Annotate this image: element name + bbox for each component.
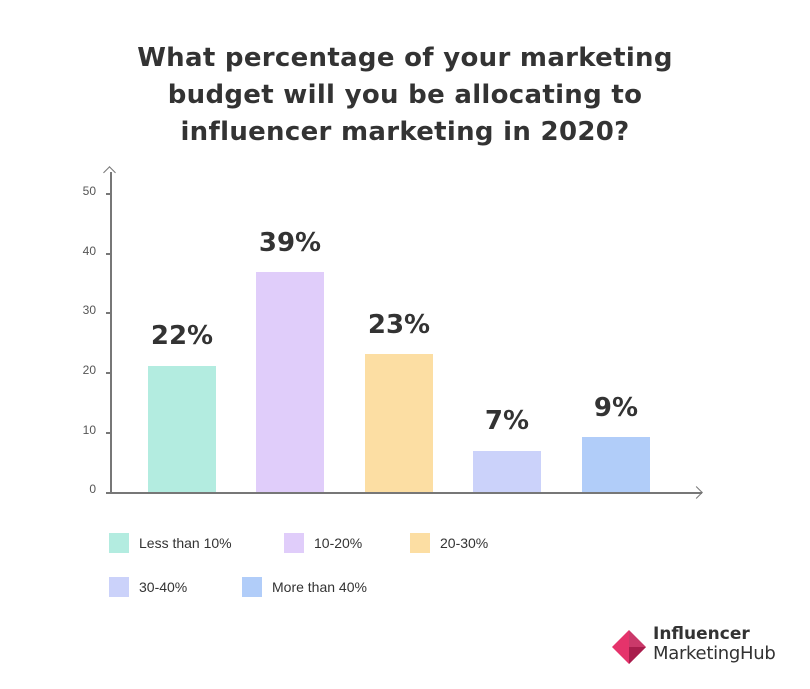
y-tick-label: 30 (82, 303, 96, 317)
y-axis-arrow-icon (103, 166, 116, 179)
x-axis-line (110, 492, 702, 494)
legend-label: Less than 10% (139, 535, 232, 551)
y-tick (106, 312, 111, 314)
y-tick (106, 253, 111, 255)
legend-swatch (284, 533, 304, 553)
y-tick-label: 50 (82, 184, 96, 198)
y-tick (106, 432, 111, 434)
legend-label: 20-30% (440, 535, 489, 551)
legend-swatch (242, 577, 262, 597)
y-tick (106, 492, 111, 494)
bar-value-label: 9% (593, 393, 639, 423)
bar-value-label: 39% (258, 228, 322, 258)
legend-label: 30-40% (139, 579, 188, 595)
legend-item-less-than-10: Less than 10% (109, 532, 232, 554)
logo-text-line-2: MarketingHub (653, 643, 776, 664)
y-tick (106, 372, 111, 374)
logo-text-line-1: Influencer (653, 624, 750, 644)
y-tick-label: 20 (82, 363, 96, 377)
bar-less-than-10 (148, 366, 216, 492)
bar-30-40 (473, 451, 541, 492)
legend-label: More than 40% (272, 579, 367, 595)
y-tick-label: 40 (82, 244, 96, 258)
y-tick-label: 0 (89, 482, 96, 496)
chart-title: What percentage of your marketing budget… (0, 40, 810, 151)
logo-diamond-icon (612, 630, 646, 664)
legend-item-30-40: 30-40% (109, 576, 187, 598)
legend-item-more-than-40: More than 40% (242, 576, 367, 598)
bar-10-20 (256, 272, 324, 492)
bar-value-label: 23% (367, 310, 431, 340)
title-line-2: budget will you be allocating to (167, 80, 643, 110)
legend-swatch (109, 533, 129, 553)
x-axis-arrow-icon (690, 486, 703, 499)
legend-item-10-20: 10-20% (284, 532, 362, 554)
influencer-marketing-hub-logo: Influencer MarketingHub (612, 624, 792, 666)
bar-value-label: 7% (484, 406, 530, 436)
legend-item-20-30: 20-30% (410, 532, 488, 554)
y-tick-label: 10 (82, 423, 96, 437)
title-line-3: influencer marketing in 2020? (180, 117, 630, 147)
legend-label: 10-20% (314, 535, 363, 551)
title-line-1: What percentage of your marketing (137, 43, 673, 73)
legend-swatch (410, 533, 430, 553)
y-tick (106, 193, 111, 195)
bar-value-label: 22% (150, 321, 214, 351)
bar-20-30 (365, 354, 433, 492)
y-axis-line (110, 172, 112, 492)
bar-more-than-40 (582, 437, 650, 492)
legend-swatch (109, 577, 129, 597)
